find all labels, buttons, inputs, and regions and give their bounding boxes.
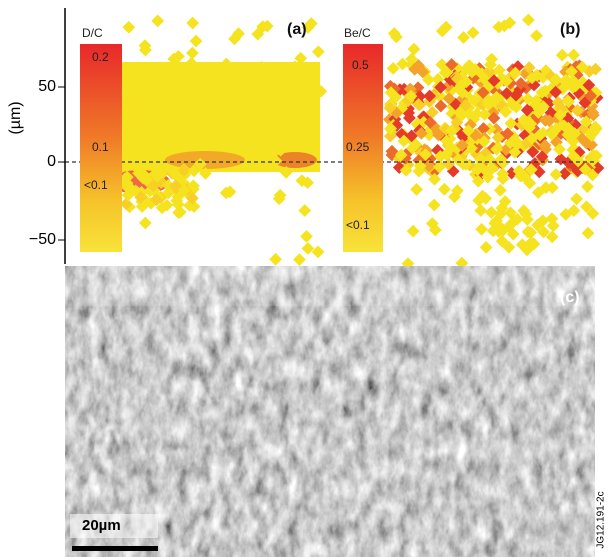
sem-image bbox=[65, 266, 595, 557]
y-tick-label: 0 bbox=[47, 153, 56, 170]
colorbar-label: 0.2 bbox=[92, 50, 109, 64]
colorbar-title: Be/C bbox=[344, 26, 371, 40]
scale-bar bbox=[72, 546, 158, 551]
figure: D/C 0.2 0.1 <0.1 Be/C 0.5 0.25 <0.1 (a) … bbox=[0, 0, 608, 557]
colorbar-label: 0.1 bbox=[92, 140, 109, 154]
colorbar-title: D/C bbox=[82, 26, 103, 40]
y-tick-label: 50 bbox=[38, 78, 56, 95]
d-hotspot bbox=[165, 151, 245, 169]
colorbar-label: <0.1 bbox=[346, 218, 370, 232]
scale-bar-label: 20µm bbox=[82, 517, 121, 534]
panel-label: (b) bbox=[560, 21, 580, 38]
panel-label: (c) bbox=[560, 289, 580, 306]
figure-id: JG12.191-2c bbox=[596, 491, 607, 548]
colorbar-label: 0.5 bbox=[352, 58, 369, 72]
colorbar-label: 0.25 bbox=[346, 140, 370, 154]
y-axis-label: (µm) bbox=[7, 101, 24, 134]
y-tick-label: −50 bbox=[29, 231, 56, 248]
colorbar-label: <0.1 bbox=[84, 178, 108, 192]
panel-label: (a) bbox=[287, 21, 307, 38]
sem-highlight bbox=[65, 266, 595, 306]
